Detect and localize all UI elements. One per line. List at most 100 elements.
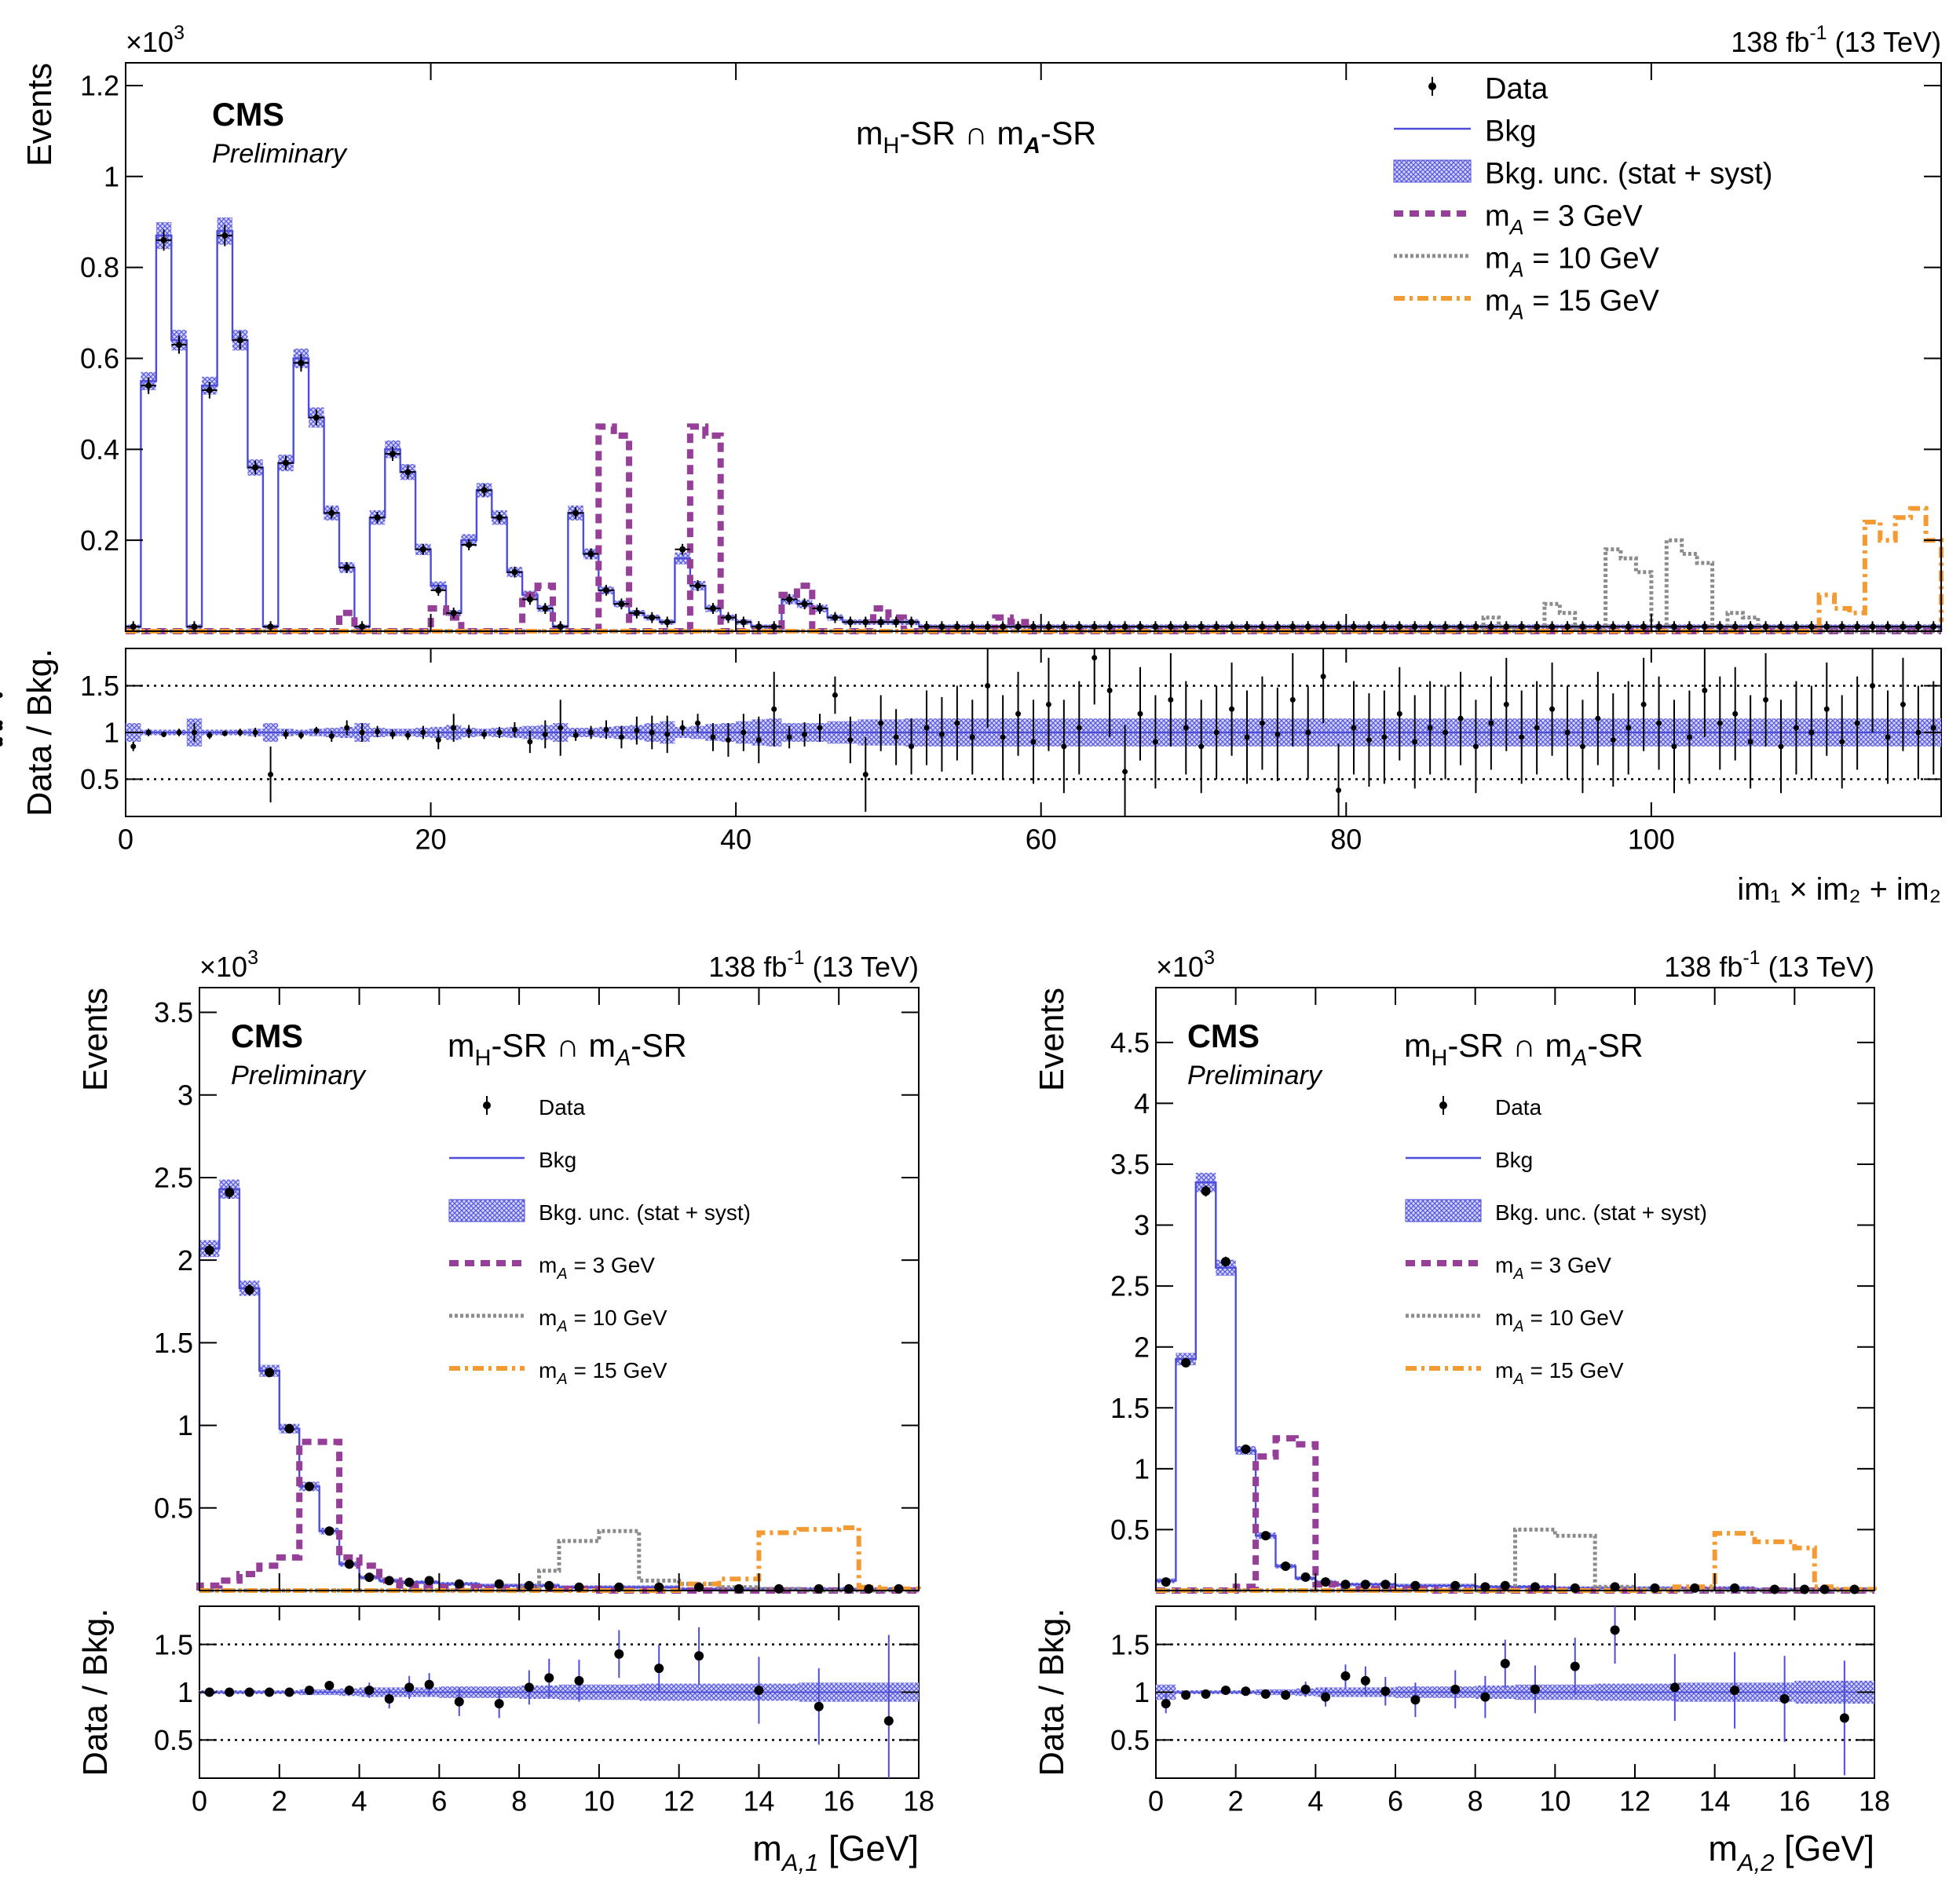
data-point (572, 510, 580, 517)
ratio-point (755, 737, 762, 743)
multiplier-label: ×103 (199, 947, 258, 983)
ratio-point (1669, 1682, 1680, 1693)
legend-band-box (448, 1199, 525, 1222)
data-point (1564, 623, 1571, 630)
ratio-point (1259, 720, 1265, 726)
data-point (252, 464, 259, 471)
ratio-plot-area (0, 648, 1941, 816)
data-point (633, 609, 640, 616)
ratio-point (923, 725, 930, 731)
ratio-point (771, 706, 777, 712)
data-point (1808, 623, 1815, 630)
data-point (1259, 623, 1266, 630)
x-tick-label: 4 (352, 1784, 368, 1817)
ratio-point (1564, 729, 1571, 736)
cms-label: CMS (231, 1018, 303, 1054)
data-point (1457, 623, 1464, 630)
data-point (1161, 1577, 1171, 1587)
ratio-point (1030, 739, 1037, 745)
y-axis-label: Events (1033, 988, 1071, 1091)
ratio-point (1380, 1686, 1391, 1697)
data-point (1121, 623, 1128, 630)
legend-label: mA = 15 GeV (1495, 1358, 1624, 1388)
ratio-point (1671, 743, 1677, 750)
data-point (283, 459, 289, 466)
data-point (618, 601, 625, 608)
ratio-point (1503, 701, 1509, 707)
ratio-y-tick-label: 1.5 (154, 1628, 193, 1660)
ratio-point (1732, 710, 1739, 717)
data-point (1518, 623, 1525, 630)
ratio-point (1500, 1659, 1510, 1668)
data-point (1778, 623, 1784, 630)
ratio-point (1122, 769, 1128, 775)
data-point (344, 1559, 354, 1569)
ratio-point (847, 737, 854, 743)
data-point (557, 623, 564, 630)
data-point (1091, 623, 1098, 630)
data-point (1690, 1583, 1700, 1593)
ratio-point (1220, 1686, 1230, 1696)
panel-top: ×103 138 fb-1 (13 TeV) CMS Preliminary mH-SR… (0, 22, 1944, 907)
ratio-point (1900, 701, 1906, 707)
y-tick-label: 0.8 (80, 251, 119, 283)
ratio-point (1640, 701, 1647, 707)
data-point (221, 232, 229, 239)
ratio-point (1519, 734, 1525, 740)
data-point (843, 1583, 854, 1594)
ratio-point (572, 732, 579, 739)
x-tick-label: 14 (1699, 1784, 1731, 1817)
ratio-point (1260, 1689, 1271, 1699)
legend-data-marker (1428, 82, 1436, 90)
data-point (1213, 623, 1220, 630)
y-tick-label: 1.5 (1110, 1392, 1150, 1424)
ratio-point (710, 734, 716, 740)
ratio-point (1885, 734, 1891, 740)
ratio-y-tick-label: 0.5 (1110, 1724, 1150, 1756)
x-tick-label: 18 (1859, 1784, 1890, 1817)
ratio-y-tick-label: 0.5 (80, 763, 119, 795)
data-point (1410, 1580, 1421, 1591)
data-point (236, 337, 243, 344)
data-point (938, 623, 945, 630)
data-point (404, 469, 411, 476)
ratio-y-axis-label: Data / Bkg. (1033, 1609, 1071, 1777)
data-point (1300, 1572, 1311, 1582)
data-point (1800, 1584, 1810, 1594)
legend-data-marker (483, 1101, 491, 1109)
legend-data-marker (1439, 1101, 1447, 1109)
data-point (1281, 1561, 1291, 1571)
x-tick-label: 0 (118, 823, 133, 855)
ratio-point (878, 720, 884, 726)
data-point (265, 1368, 275, 1378)
data-point (313, 414, 320, 421)
ratio-y-tick-label: 0.5 (154, 1724, 193, 1756)
y-tick-label: 2.5 (1110, 1270, 1150, 1302)
data-point (1869, 623, 1876, 630)
data-point (817, 605, 823, 612)
y-tick-label: 0.6 (80, 342, 119, 374)
ratio-point (130, 743, 137, 750)
ratio-point (1061, 743, 1067, 750)
data-point (1625, 623, 1632, 630)
data-point (694, 583, 701, 590)
ratio-point (1730, 1686, 1740, 1696)
data-point (1380, 623, 1388, 630)
data-point (832, 614, 839, 621)
ratio-point (191, 729, 197, 736)
ratio-point (654, 1664, 664, 1674)
data-point (364, 1572, 375, 1583)
main-frame (1155, 987, 1875, 1591)
ratio-point (1702, 688, 1708, 693)
y-tick-label: 4.5 (1110, 1026, 1150, 1058)
data-point (1823, 623, 1830, 630)
data-point (176, 342, 182, 349)
ratio-y-tick-label: 1.5 (80, 670, 119, 702)
ratio-point (1480, 1692, 1490, 1702)
ratio-point (1183, 725, 1189, 731)
x-tick-label: 18 (903, 1784, 934, 1817)
x-tick-label: 4 (1307, 1784, 1323, 1817)
main-frame (199, 987, 920, 1591)
y-tick-label: 3 (1134, 1209, 1150, 1241)
